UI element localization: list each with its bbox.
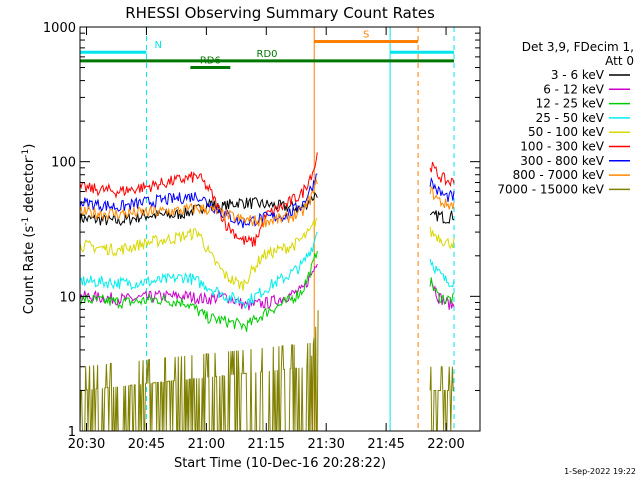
legend-label: 3 - 6 keV (551, 68, 605, 82)
legend-label: 12 - 25 keV (536, 97, 605, 111)
x-tick-label: 20:45 (128, 437, 165, 452)
legend-label: 300 - 800 keV (520, 154, 604, 168)
x-tick-label: 21:00 (188, 437, 225, 452)
y-axis-label: Count Rate (s-1 detector-1) (21, 144, 37, 315)
y-tick-label: 100 (51, 156, 76, 171)
y-axis-label-sup: -1 (21, 217, 31, 226)
series-line (429, 210, 455, 224)
y-axis-label-part: detector (22, 157, 37, 217)
series-line (429, 176, 455, 202)
y-axis-label-part: ) (22, 144, 37, 149)
legend-label: 6 - 12 keV (543, 82, 605, 96)
legend-label: 100 - 300 keV (520, 140, 604, 154)
series-line (429, 277, 455, 306)
series-line (429, 226, 455, 250)
legend-label: 800 - 7000 keV (513, 168, 605, 182)
series-line (79, 231, 318, 310)
y-tick-label: 1000 (43, 21, 76, 36)
legend-label: 7000 - 15000 keV (497, 182, 604, 196)
footer-date: 1-Sep-2022 19:22 (564, 467, 636, 476)
series-line (429, 258, 455, 288)
legend-label: 25 - 50 keV (536, 111, 605, 125)
y-tick-label: 1 (68, 425, 76, 440)
y-axis-label-part: Count Rate (s (22, 226, 37, 315)
series-line (429, 186, 455, 210)
series-line (79, 217, 318, 291)
x-tick-label: 21:15 (248, 437, 285, 452)
x-tick-label: 21:30 (307, 437, 344, 452)
legend-label: 50 - 100 keV (528, 125, 605, 139)
y-axis-label-sup: -1 (21, 149, 31, 158)
series-layer (79, 152, 455, 432)
series-line (429, 161, 455, 188)
flag-label-n: N (154, 40, 161, 51)
x-axis-label: Start Time (10-Dec-16 20:28:22) (174, 456, 386, 471)
series-line (79, 191, 318, 227)
series-line (429, 280, 455, 310)
series-line (79, 251, 318, 332)
annotation-layer: N S RD0 RD6 (79, 27, 455, 431)
series-line (79, 178, 318, 228)
x-tick-label: 21:45 (367, 437, 404, 452)
series-line (429, 366, 454, 432)
y-tick-label: 10 (59, 290, 76, 305)
plot-frame (79, 26, 481, 432)
legend-header-line: Att 0 (605, 54, 634, 68)
x-tick-label: 20:30 (68, 437, 105, 452)
chart-title: RHESSI Observing Summary Count Rates (125, 4, 435, 22)
flag-label-rd6: RD6 (200, 56, 221, 67)
flag-label-s: S (363, 30, 369, 41)
series-line (79, 173, 318, 229)
flag-label-rd0: RD0 (257, 49, 278, 60)
series-line (79, 152, 318, 247)
axis-layer: 20:30 20:45 21:00 21:15 21:30 21:45 22:00 1 10 10… (43, 21, 480, 452)
legend-header-line: Det 3,9, FDecim 1, (522, 40, 634, 54)
x-tick-label: 22:00 (427, 437, 464, 452)
